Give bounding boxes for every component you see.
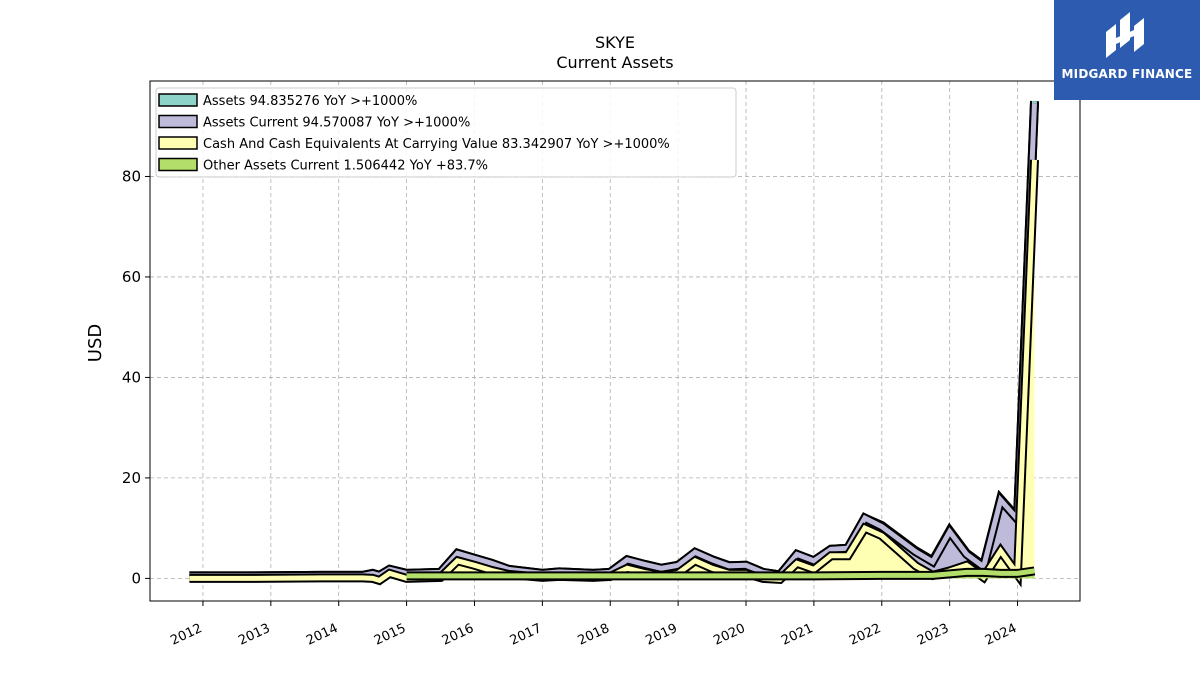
legend-swatch: [158, 93, 198, 107]
x-tick-label: 2012: [168, 621, 204, 649]
x-tick-label: 2023: [915, 621, 951, 649]
x-tick-label: 2019: [643, 621, 679, 649]
y-tick-label: 0: [131, 569, 141, 587]
x-tick-label: 2024: [983, 621, 1019, 649]
plot-frame: [149, 80, 1081, 602]
legend-swatch: [158, 136, 198, 150]
legend-label: Assets Current 94.570087 YoY >+1000%: [203, 116, 470, 131]
chart-title: SKYE: [595, 33, 635, 52]
legend-swatch: [158, 114, 198, 129]
x-tick-label: 2014: [304, 621, 340, 649]
legend-label: Other Assets Current 1.506442 YoY +83.7%: [203, 159, 488, 174]
y-axis-label: USD: [85, 324, 106, 362]
legend-box: [155, 87, 737, 178]
legend-label: Cash And Cash Equivalents At Carrying Va…: [203, 137, 670, 152]
legend-label: Assets 94.835276 YoY >+1000%: [203, 94, 417, 109]
y-tick-label: 40: [122, 368, 141, 386]
series-area-2: [189, 159, 1035, 581]
logo-mark-icon: [1106, 12, 1144, 58]
x-tick-label: 2016: [440, 621, 476, 649]
series-line-2: [189, 159, 1037, 584]
x-tick-label: 2020: [711, 621, 747, 649]
y-tick-label: 80: [122, 167, 141, 185]
x-tick-label: 2021: [779, 621, 815, 649]
x-tick-label: 2017: [508, 621, 544, 649]
x-tick-label: 2022: [847, 621, 883, 649]
series-outline-2: [189, 159, 1039, 588]
y-tick-label: 60: [122, 268, 141, 286]
series-line-3: [406, 568, 1035, 579]
y-tick-label: 20: [122, 469, 141, 487]
x-tick-label: 2013: [236, 621, 272, 649]
x-tick-label: 2015: [372, 621, 408, 649]
series-areas: [189, 100, 1039, 588]
brand-logo-text: MIDGARD FINANCE: [1061, 67, 1193, 81]
legend-swatch: [158, 157, 198, 172]
legend: Assets 94.835276 YoY >+1000% Assets Curre…: [155, 87, 737, 178]
chart-subtitle: Current Assets: [556, 53, 673, 72]
x-tick-label: 2018: [576, 621, 612, 649]
series-line-1: [189, 102, 1037, 579]
brand-logo: MIDGARD FINANCE: [1054, 0, 1200, 100]
